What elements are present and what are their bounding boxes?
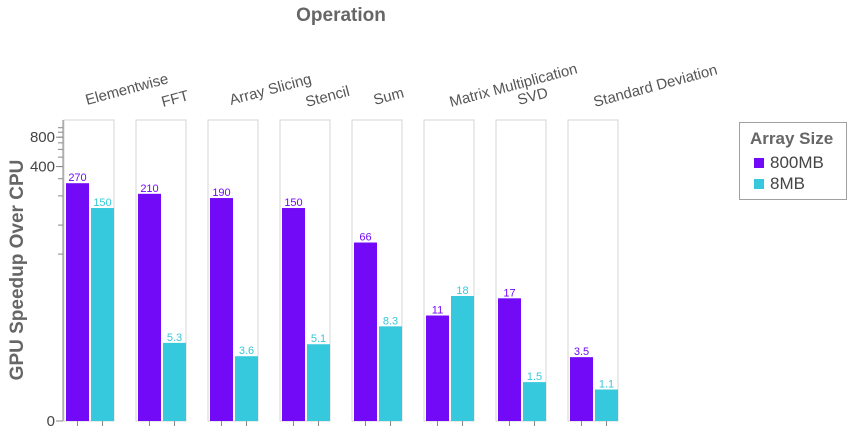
facet-fft: 210 5.3 — [135, 119, 187, 426]
bar-stencil-800mb — [282, 208, 305, 421]
bar-sum-8mb — [379, 326, 402, 421]
bar-elementwise-8mb — [91, 208, 114, 421]
bar-standard-deviation-8mb — [595, 389, 618, 421]
facet-standard-deviation: 3.5 1.1 — [567, 119, 619, 426]
data-label-matrix-multiplication-8mb: 18 — [456, 285, 468, 297]
legend-swatch-8mb — [754, 179, 764, 189]
data-label-array-slicing-800mb: 190 — [212, 187, 230, 199]
data-label-matrix-multiplication-800mb: 11 — [432, 305, 443, 317]
bar-fft-800mb — [138, 193, 161, 421]
data-label-svd-8mb: 1.5 — [527, 371, 542, 383]
facet-sum: 668.3 — [351, 119, 403, 426]
data-label-elementwise-800mb: 270 — [68, 172, 86, 184]
category-label-elementwise: Elementwise — [84, 70, 171, 108]
bar-standard-deviation-800mb — [570, 357, 593, 421]
category-label-standard-deviation: Standard Deviation — [592, 61, 720, 110]
data-label-standard-deviation-8mb: 1.1 — [599, 379, 614, 391]
category-label-matrix-multiplication: Matrix Multiplication — [448, 60, 580, 111]
data-label-fft-8mb: 5.3 — [167, 332, 182, 344]
data-label-array-slicing-8mb: 3.6 — [239, 345, 254, 357]
data-label-svd-800mb: 17 — [503, 287, 515, 299]
data-label-elementwise-8mb: 150 — [93, 197, 111, 209]
legend-title: Array Size — [750, 129, 834, 148]
category-label-array-slicing: Array Slicing — [228, 71, 314, 109]
legend-label-800mb: 800MB — [770, 153, 824, 172]
category-label-fft: FFT — [160, 87, 191, 111]
chart-title: Operation — [296, 5, 386, 26]
bar-svd-800mb — [498, 298, 521, 421]
facet-elementwise: 270 150 — [63, 119, 115, 426]
data-label-stencil-8mb: 5.1 — [311, 333, 326, 345]
y-axis-label: GPU Speedup Over CPU — [7, 160, 28, 381]
legend-item-800mb: 800MB — [754, 153, 824, 173]
data-label-sum-8mb: 8.3 — [383, 315, 398, 327]
category-label-sum: Sum — [372, 84, 406, 108]
y-tick-label: 400 — [30, 159, 55, 176]
legend-swatch-800mb — [754, 158, 764, 168]
legend-item-8mb: 8MB — [754, 174, 805, 194]
facet-matrix-multiplication: 11 18 — [423, 119, 475, 426]
facet-array-slicing: 190 3.6 — [207, 119, 259, 426]
bar-matrix-multiplication-8mb — [451, 296, 474, 421]
bar-fft-8mb — [163, 342, 186, 421]
bar-sum-800mb — [354, 242, 377, 421]
legend: Array Size 800MB 8MB — [739, 122, 847, 200]
data-label-sum-800mb: 66 — [359, 232, 371, 244]
data-label-fft-800mb: 210 — [140, 183, 158, 195]
legend-label-8mb: 8MB — [770, 174, 805, 193]
y-tick-label: 0 — [47, 413, 55, 430]
data-label-standard-deviation-800mb: 3.5 — [574, 346, 589, 358]
y-axis: 0 400 800 — [30, 120, 64, 430]
bar-matrix-multiplication-800mb — [426, 315, 449, 421]
bar-elementwise-800mb — [66, 183, 89, 421]
facet-svd: 171.5 — [495, 119, 547, 426]
data-label-stencil-800mb: 150 — [284, 197, 302, 209]
bar-stencil-8mb — [307, 344, 330, 421]
y-tick-label: 800 — [30, 129, 55, 146]
facet-stencil: 150 5.1 — [279, 119, 331, 426]
bar-array-slicing-8mb — [235, 356, 258, 421]
bar-array-slicing-800mb — [210, 198, 233, 421]
bar-svd-8mb — [523, 382, 546, 421]
